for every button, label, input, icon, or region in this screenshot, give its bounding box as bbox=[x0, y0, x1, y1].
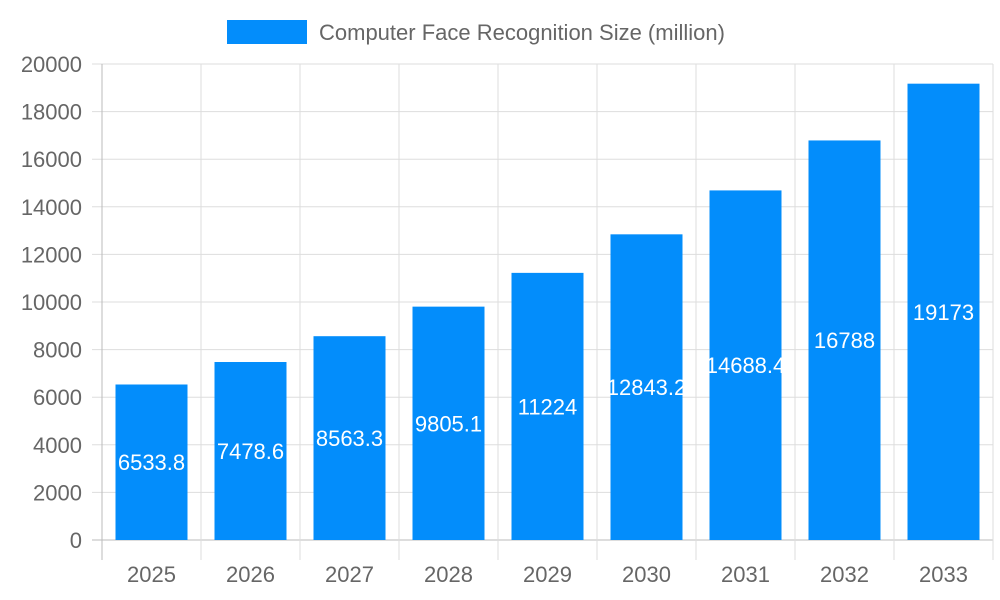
bar bbox=[907, 83, 980, 540]
x-tick-label: 2033 bbox=[919, 562, 968, 587]
bar bbox=[115, 384, 188, 540]
bar bbox=[808, 140, 881, 540]
bar bbox=[313, 336, 386, 540]
bar-value-label: 16788 bbox=[814, 328, 875, 353]
y-tick-label: 16000 bbox=[21, 147, 82, 172]
x-tick-label: 2030 bbox=[622, 562, 671, 587]
bar bbox=[709, 190, 782, 540]
bar bbox=[610, 234, 683, 540]
bar-value-label: 9805.1 bbox=[415, 411, 482, 436]
x-tick-label: 2026 bbox=[226, 562, 275, 587]
y-tick-label: 18000 bbox=[21, 100, 82, 125]
y-tick-label: 10000 bbox=[21, 290, 82, 315]
legend-label: Computer Face Recognition Size (million) bbox=[319, 20, 725, 45]
bar-value-label: 7478.6 bbox=[217, 439, 284, 464]
y-tick-label: 0 bbox=[70, 528, 82, 553]
bar-value-label: 12843.2 bbox=[607, 375, 687, 400]
bar bbox=[511, 272, 584, 540]
x-tick-label: 2031 bbox=[721, 562, 770, 587]
y-tick-label: 20000 bbox=[21, 52, 82, 77]
legend-swatch bbox=[227, 20, 307, 44]
y-tick-label: 14000 bbox=[21, 195, 82, 220]
bar bbox=[214, 362, 287, 540]
x-tick-label: 2029 bbox=[523, 562, 572, 587]
bar-value-label: 14688.4 bbox=[706, 353, 786, 378]
y-tick-label: 2000 bbox=[33, 480, 82, 505]
y-tick-label: 4000 bbox=[33, 433, 82, 458]
y-tick-label: 8000 bbox=[33, 338, 82, 363]
x-tick-label: 2028 bbox=[424, 562, 473, 587]
x-tick-label: 2027 bbox=[325, 562, 374, 587]
y-tick-label: 12000 bbox=[21, 242, 82, 267]
bar-value-label: 8563.3 bbox=[316, 426, 383, 451]
x-tick-label: 2032 bbox=[820, 562, 869, 587]
bar-value-label: 19173 bbox=[913, 300, 974, 325]
y-tick-label: 6000 bbox=[33, 385, 82, 410]
bar-value-label: 11224 bbox=[518, 394, 578, 419]
bar bbox=[412, 306, 485, 540]
x-tick-label: 2025 bbox=[127, 562, 176, 587]
bar-value-label: 6533.8 bbox=[118, 450, 185, 475]
